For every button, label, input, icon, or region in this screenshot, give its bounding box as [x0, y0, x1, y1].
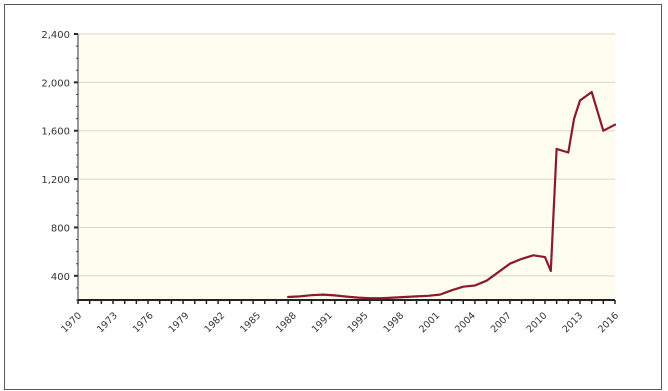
x-tick-label: 1988 [274, 310, 299, 335]
x-tick-label: 1970 [59, 310, 84, 335]
x-tick-label: 1982 [202, 310, 227, 335]
y-tick-label: 1,200 [41, 175, 70, 186]
y-tick-label: 800 [51, 223, 70, 234]
x-tick-label: 1979 [167, 310, 192, 335]
x-tick-label: 1995 [346, 310, 371, 335]
x-tick-label: 1991 [310, 310, 335, 335]
x-tick-label: 2001 [417, 310, 442, 335]
x-tick-label: 1985 [238, 310, 263, 335]
y-tick-label: 400 [51, 272, 70, 283]
x-tick-label: 2010 [525, 310, 550, 335]
series-layer [287, 90, 617, 300]
x-tick-label: 2004 [453, 310, 478, 335]
x-tick-label: 2016 [596, 310, 621, 335]
x-tick-label: 2007 [489, 310, 514, 335]
plot-area [78, 34, 615, 300]
series-line [287, 90, 617, 300]
y-tick-label: 1,600 [41, 127, 70, 138]
y-tick-label: 2,400 [41, 30, 70, 41]
gridlines [78, 33, 615, 277]
x-tick-label: 1998 [381, 310, 406, 335]
x-tick-label: 1976 [131, 310, 156, 335]
x-tick-label: 2013 [560, 310, 585, 335]
x-tick-label: 1973 [95, 310, 120, 335]
y-tick-label: 2,000 [41, 78, 70, 89]
axes [74, 33, 616, 304]
